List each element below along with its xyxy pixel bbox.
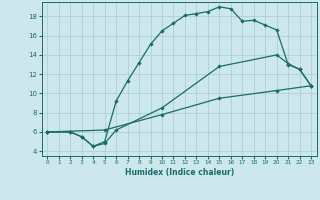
X-axis label: Humidex (Indice chaleur): Humidex (Indice chaleur) xyxy=(124,168,234,177)
